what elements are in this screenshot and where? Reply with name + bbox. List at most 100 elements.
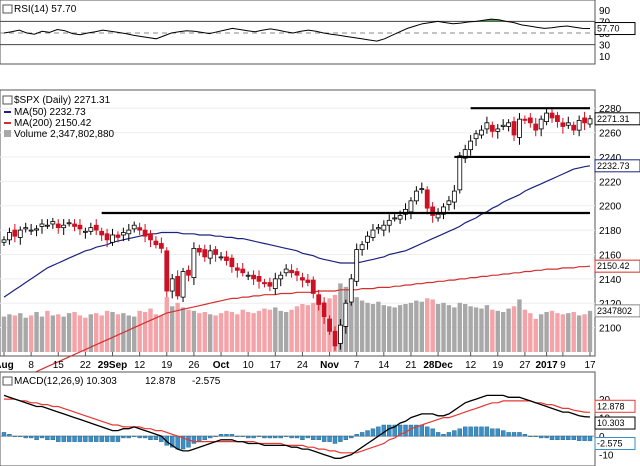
candle-body	[397, 215, 403, 220]
candle-body	[321, 302, 327, 318]
macd-hist-bar	[289, 435, 294, 439]
macd-hist-bar	[83, 435, 88, 442]
candle-body	[327, 318, 332, 332]
macd-value-tag: 10.303	[597, 418, 625, 428]
macd-hist-bar	[23, 435, 28, 439]
macd-hist-bar	[28, 435, 34, 439]
macd-hist-bar	[267, 435, 273, 439]
volume-bar	[28, 315, 34, 352]
volume-bar	[441, 302, 446, 352]
macd-hist-bar	[473, 426, 479, 437]
macd-hist-bar	[273, 435, 278, 439]
rsi-tag-box	[594, 22, 636, 36]
candle-body	[359, 244, 365, 251]
volume-bar	[500, 312, 506, 352]
macd-hist-bar	[311, 435, 316, 441]
candle-body	[131, 224, 137, 230]
volume-bar	[77, 315, 83, 352]
candle-body	[28, 229, 34, 232]
volume-bar	[387, 306, 392, 352]
macd-hist-bar	[544, 435, 549, 439]
volume-bar	[153, 314, 159, 352]
volume-bar	[376, 301, 381, 352]
macd-hist-bar	[403, 424, 408, 437]
candle-body	[294, 271, 300, 276]
volume-bar	[463, 304, 468, 352]
macd-hist-bar	[235, 435, 240, 437]
volume-bar	[170, 306, 175, 352]
macd-hist-bar	[495, 428, 500, 437]
volume-bar	[142, 312, 148, 352]
volume-bar	[267, 309, 273, 352]
candle-body	[169, 278, 175, 292]
candle-body	[479, 129, 484, 136]
volume-bar	[490, 309, 495, 352]
macd-hist-bar	[528, 435, 533, 437]
candle-body	[549, 112, 555, 119]
candle-body	[45, 224, 50, 227]
volume-bar	[576, 315, 582, 352]
rsi-collapse-icon[interactable]	[2, 4, 13, 14]
macd-hist-bar	[77, 435, 83, 442]
candle-body	[381, 224, 387, 231]
macd-hist-bar	[484, 426, 490, 437]
macd-hist-bar	[115, 435, 121, 442]
macd-hist-bar	[197, 435, 202, 442]
candle-body	[587, 118, 593, 125]
volume-bar	[316, 300, 321, 352]
volume-bar	[104, 310, 110, 352]
macd-hist-bar	[213, 435, 218, 437]
candle-body	[93, 224, 99, 231]
volume-bar	[522, 309, 528, 352]
volume-tag-box	[594, 304, 640, 318]
candle-body	[164, 250, 170, 292]
volume-bar	[186, 309, 191, 352]
macd-value-tag-box	[594, 416, 636, 430]
x-tick-label: 8	[28, 360, 34, 371]
volume-bar	[452, 307, 457, 352]
price-collapse-icon[interactable]	[2, 95, 13, 105]
volume-bar	[245, 312, 251, 352]
candle-body	[522, 118, 528, 121]
macd-hist-bar	[12, 435, 18, 437]
candle-body	[272, 278, 278, 290]
x-tick-label: 28Dec	[423, 360, 453, 371]
macd-hist-bar	[517, 432, 522, 437]
volume-bar	[549, 310, 555, 352]
candle-body	[256, 276, 262, 282]
macd-ytick-label: -10	[599, 451, 614, 462]
volume-bar	[294, 306, 300, 352]
macd-hist-bar	[414, 424, 419, 437]
macd-hist-bar	[549, 435, 555, 441]
candle-body	[245, 274, 251, 277]
volume-bar	[88, 314, 94, 352]
macd-hist-bar	[321, 435, 327, 442]
volume-bar	[61, 316, 66, 352]
macd-hist-bar	[278, 435, 283, 439]
volume-bar	[39, 316, 45, 352]
macd-hist-bar	[538, 435, 544, 439]
macd-collapse-icon[interactable]	[2, 376, 13, 386]
macd-hist-bar	[490, 428, 495, 437]
candle-body	[72, 223, 77, 227]
volume-bar	[99, 315, 104, 352]
macd-hist-bar	[61, 435, 66, 442]
volume-bar	[484, 305, 490, 352]
volume-bar	[175, 302, 180, 352]
volume-bar	[148, 308, 153, 352]
candle-body	[82, 230, 88, 233]
candle-body	[473, 133, 479, 140]
volume-bar	[533, 318, 538, 352]
macd-hist-tag-box	[594, 437, 636, 450]
candle-body	[158, 243, 164, 249]
x-tick-label: 21	[405, 360, 417, 371]
last-price-tag-box	[594, 112, 640, 126]
price-ytick-label: 2260	[599, 129, 622, 140]
macd-hist-bar	[262, 435, 267, 439]
macd-hist-bar	[1, 432, 7, 437]
candle-body	[576, 119, 582, 131]
volume-bar	[12, 315, 18, 352]
rsi-ytick-label: 30	[599, 41, 611, 52]
macd-hist-bar	[218, 434, 224, 437]
